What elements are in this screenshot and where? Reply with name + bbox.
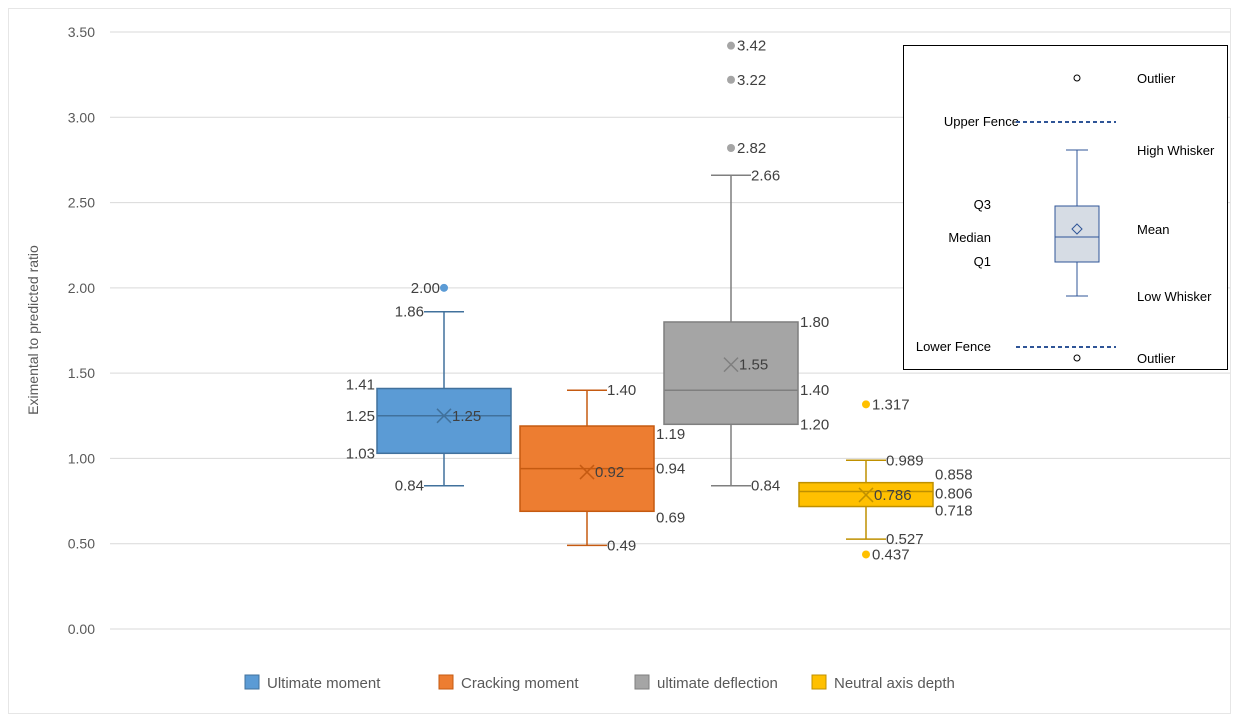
q3-value-label: 0.858 (935, 467, 973, 484)
legend-label: Neutral axis depth (834, 675, 955, 692)
y-tick-label: 1.50 (68, 365, 95, 381)
outlier-point (727, 41, 735, 50)
box-series-4 (798, 400, 934, 559)
outlier-value-label: 3.42 (737, 38, 766, 55)
mean-value-label: 1.25 (452, 408, 481, 425)
iqr-box (376, 387, 512, 455)
outlier-value-label: 3.22 (737, 72, 766, 89)
min-value-label: 0.84 (395, 478, 424, 495)
legend: Ultimate moment Cracking moment ultimate d… (244, 674, 955, 692)
key-q3-label: Q3 (974, 197, 991, 212)
outlier-point (727, 143, 735, 152)
q1-value-label: 1.20 (800, 416, 829, 433)
y-tick-label: 0.50 (68, 536, 95, 552)
min-value-label: 0.49 (607, 537, 636, 554)
max-value-label: 2.66 (751, 167, 780, 184)
max-value-label: 1.40 (607, 382, 636, 399)
q3-value-label: 1.80 (800, 314, 829, 331)
legend-swatch (634, 674, 650, 690)
q1-value-label: 1.03 (346, 445, 375, 462)
key-outlier-bottom-marker (1073, 354, 1081, 362)
key-q1-label: Q1 (974, 254, 991, 269)
iqr-box (663, 321, 799, 426)
key-median-label: Median (948, 230, 991, 245)
outlier-point (862, 550, 870, 559)
min-value-label: 0.84 (751, 478, 780, 495)
box-series-3 (663, 41, 799, 487)
legend-label: ultimate deflection (657, 675, 778, 692)
legend-swatch (438, 674, 454, 690)
y-tick-label: 2.00 (68, 280, 95, 296)
y-tick-label: 3.50 (68, 24, 95, 40)
key-outlier-top-label: Outlier (1137, 71, 1176, 86)
y-tick-label: 1.00 (68, 450, 95, 466)
key-low-whisker-label: Low Whisker (1137, 289, 1212, 304)
y-tick-label: 3.00 (68, 109, 95, 125)
outlier-point (862, 400, 870, 409)
min-value-label: 0.527 (886, 531, 924, 548)
outlier-point (440, 283, 448, 292)
mean-value-label: 1.55 (739, 357, 768, 374)
mean-marker (436, 408, 452, 424)
mean-marker (858, 487, 874, 503)
y-tick-label: 0.00 (68, 621, 95, 637)
key-upper-fence-label: Upper Fence (944, 114, 1019, 129)
outlier-value-label: 2.00 (411, 280, 440, 297)
box-plot-key: Outlier Upper Fence High Whisker Q3 Mean… (903, 45, 1228, 370)
median-value-label: 0.94 (656, 461, 685, 478)
key-mean-label: Mean (1137, 222, 1170, 237)
mean-value-label: 0.92 (595, 464, 624, 481)
outlier-value-label: 1.317 (872, 396, 910, 413)
mean-value-label: 0.786 (874, 487, 912, 504)
y-tick-label: 2.50 (68, 195, 95, 211)
legend-swatch (811, 674, 827, 690)
max-value-label: 0.989 (886, 452, 924, 469)
key-mean-diamond-icon (1071, 223, 1083, 235)
legend-label: Cracking moment (461, 675, 579, 692)
key-outlier-top-marker (1073, 74, 1081, 82)
outlier-value-label: 2.82 (737, 140, 766, 157)
median-value-label: 1.25 (346, 408, 375, 425)
q1-value-label: 0.718 (935, 503, 973, 520)
mean-marker (579, 464, 595, 480)
q3-value-label: 1.41 (346, 376, 375, 393)
median-value-label: 1.40 (800, 382, 829, 399)
key-high-whisker-label: High Whisker (1137, 143, 1215, 158)
legend-swatch (244, 674, 260, 690)
outlier-point (727, 75, 735, 84)
box-series-2 (519, 389, 655, 547)
key-outlier-bottom-label: Outlier (1137, 351, 1176, 366)
outlier-value-label: 0.437 (872, 546, 910, 563)
legend-label: Ultimate moment (267, 675, 381, 692)
box-series-1 (376, 283, 512, 487)
max-value-label: 1.86 (395, 304, 424, 321)
key-lower-fence-label: Lower Fence (916, 339, 991, 354)
q3-value-label: 1.19 (656, 426, 685, 443)
q1-value-label: 0.69 (656, 509, 685, 526)
median-value-label: 0.806 (935, 486, 973, 503)
mean-marker (723, 357, 739, 373)
y-axis-title: Eximental to predicted ratio (25, 245, 41, 415)
